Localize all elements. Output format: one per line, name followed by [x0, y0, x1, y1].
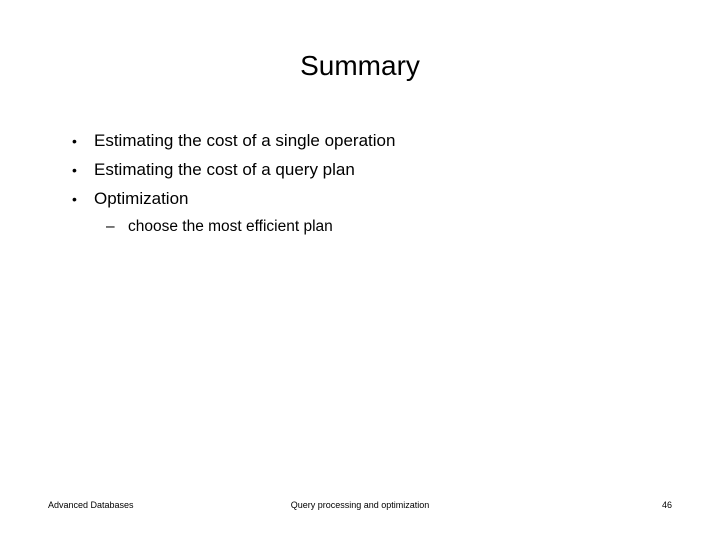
sub-bullet-text: choose the most efficient plan	[128, 217, 660, 238]
bullet-item: • Estimating the cost of a query plan	[72, 159, 660, 182]
dash-icon: –	[106, 217, 128, 238]
bullet-icon: •	[72, 159, 94, 181]
bullet-text: Estimating the cost of a single operatio…	[94, 130, 660, 153]
footer-center: Query processing and optimization	[0, 500, 720, 510]
slide: Summary • Estimating the cost of a singl…	[0, 0, 720, 540]
footer-right: 46	[662, 500, 672, 510]
bullet-item: • Estimating the cost of a single operat…	[72, 130, 660, 153]
bullet-text: Estimating the cost of a query plan	[94, 159, 660, 182]
bullet-item: • Optimization	[72, 188, 660, 211]
slide-body: • Estimating the cost of a single operat…	[72, 130, 660, 238]
bullet-icon: •	[72, 130, 94, 152]
sub-bullet-item: – choose the most efficient plan	[106, 217, 660, 238]
bullet-text: Optimization	[94, 188, 660, 211]
bullet-icon: •	[72, 188, 94, 210]
slide-title: Summary	[0, 50, 720, 82]
slide-footer: Advanced Databases Query processing and …	[0, 500, 720, 516]
